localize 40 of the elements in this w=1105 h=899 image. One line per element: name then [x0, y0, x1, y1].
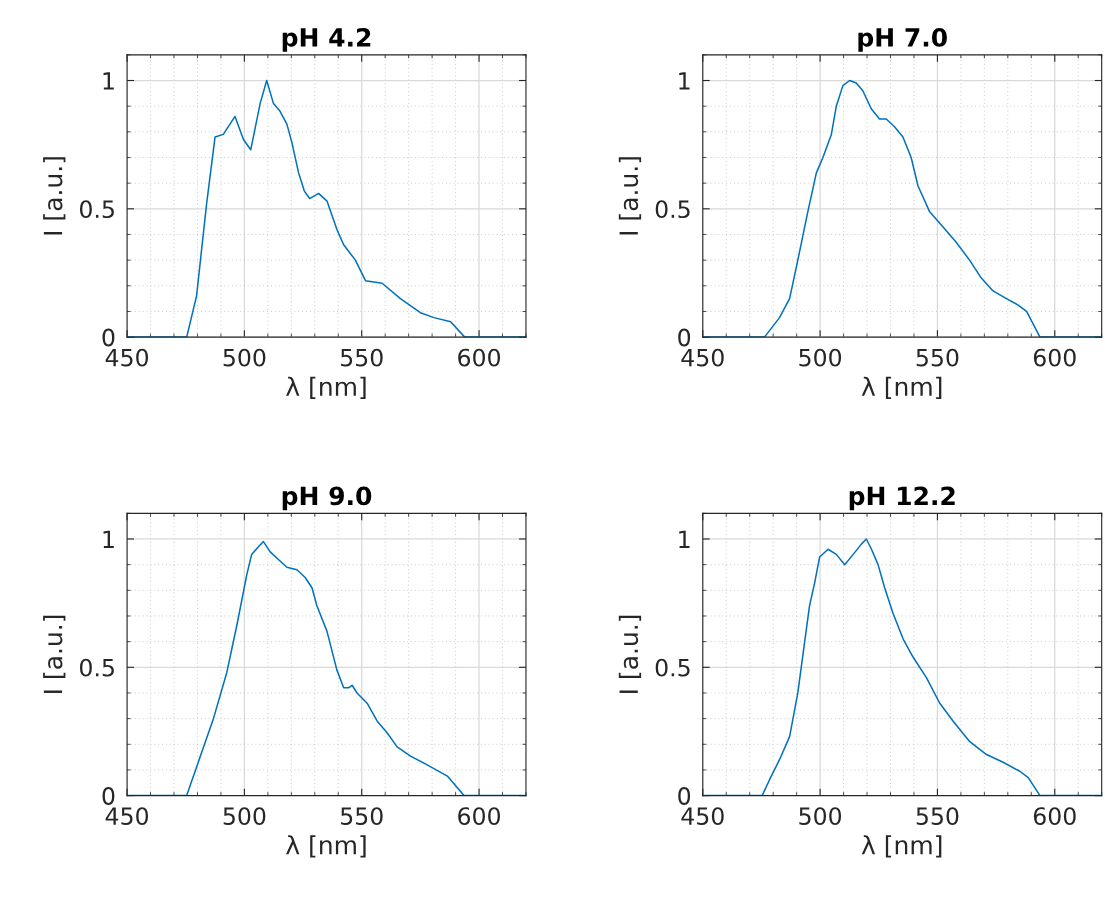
- x-tick-label: 450: [105, 807, 149, 825]
- y-tick-label: 1: [679, 72, 690, 90]
- chart-title: pH 9.0: [282, 486, 372, 511]
- y-tick-label: 0: [102, 328, 115, 347]
- y-axis-title: I [a.u.]: [618, 157, 642, 235]
- y-tick-label: 0: [678, 328, 691, 347]
- y-axis-title: I [a.u.]: [43, 615, 66, 693]
- y-tick-label: 0: [102, 787, 115, 805]
- x-axis-title: λ [nm]: [286, 376, 366, 399]
- chart-title: pH 12.2: [849, 486, 955, 511]
- y-tick-label: 0.5: [655, 658, 690, 677]
- x-tick-label: 600: [1033, 807, 1076, 825]
- x-axis-title: λ [nm]: [861, 376, 942, 399]
- x-tick-label: 500: [223, 348, 266, 367]
- x-axis-title: λ [nm]: [861, 835, 942, 858]
- y-tick-label: 1: [679, 530, 690, 548]
- x-axis-title: λ [nm]: [286, 835, 366, 858]
- x-tick-label: 500: [223, 807, 266, 825]
- x-tick-label: 600: [458, 807, 501, 825]
- x-tick-label: 600: [458, 348, 501, 367]
- x-tick-label: 450: [105, 348, 149, 367]
- x-tick-label: 550: [916, 807, 959, 825]
- y-tick-label: 0.5: [655, 200, 690, 219]
- y-tick-label: 0.5: [79, 200, 114, 219]
- chart-title: pH 4.2: [282, 27, 371, 52]
- y-tick-label: 0: [678, 787, 691, 805]
- x-tick-label: 550: [341, 348, 383, 367]
- y-axis-title: I [a.u.]: [43, 157, 66, 235]
- x-tick-label: 550: [341, 807, 383, 825]
- chart-title: pH 7.0: [858, 27, 947, 52]
- x-tick-label: 450: [681, 348, 724, 367]
- y-axis-title: I [a.u.]: [618, 615, 642, 693]
- x-tick-label: 450: [681, 807, 724, 825]
- x-tick-label: 550: [916, 348, 959, 367]
- y-tick-label: 1: [103, 530, 114, 548]
- x-tick-label: 500: [799, 348, 842, 367]
- y-tick-label: 1: [103, 72, 114, 90]
- y-tick-label: 0.5: [79, 658, 114, 677]
- x-tick-label: 500: [799, 807, 842, 825]
- x-tick-label: 600: [1033, 348, 1076, 367]
